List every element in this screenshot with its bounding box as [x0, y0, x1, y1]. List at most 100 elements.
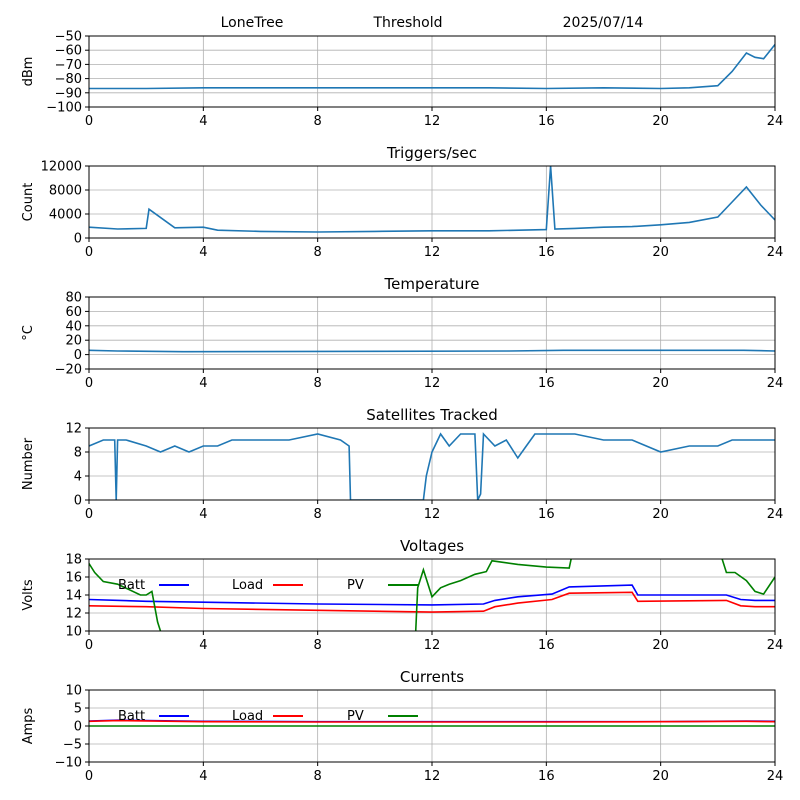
- y-tick-label: 4000: [49, 208, 82, 223]
- series-line-0: [89, 43, 775, 90]
- y-tick-label: 8000: [49, 184, 82, 199]
- x-tick-label: 16: [538, 114, 555, 129]
- panel-satellites: 0 4 8 12 16 20 24 0 4 8 12 Satellites Tracked Number: [21, 406, 783, 522]
- series-line-load: [89, 591, 775, 613]
- y-tick-label: 4: [74, 470, 82, 485]
- x-tick-label: 4: [199, 114, 207, 129]
- y-tick-label: 10: [65, 625, 82, 640]
- chart-title: Currents: [400, 668, 464, 686]
- x-tick-label: 12: [424, 507, 441, 522]
- x-tick-label: 8: [314, 769, 322, 784]
- x-tick-label: 4: [199, 507, 207, 522]
- x-tick-label: 20: [652, 769, 669, 784]
- x-tick-label: 24: [767, 376, 784, 391]
- y-tick-label: −90: [55, 86, 82, 101]
- y-tick-label: 20: [65, 334, 82, 349]
- x-tick-label: 20: [652, 376, 669, 391]
- x-tick-label: 16: [538, 376, 555, 391]
- y-axis-label: Volts: [21, 579, 36, 611]
- y-tick-label: 0: [74, 232, 82, 247]
- series-line-0: [89, 166, 775, 233]
- y-tick-label: 12000: [41, 160, 82, 175]
- chart-title: Triggers/sec: [386, 144, 477, 162]
- x-tick-label: 20: [652, 507, 669, 522]
- panel-currents: 0 4 8 12 16 20 24 −10 −5 0 5 10 Currents Amps Batt Load…: [21, 668, 783, 784]
- y-tick-label: 18: [65, 553, 82, 568]
- series-line-0: [89, 349, 775, 353]
- x-tick-label: 16: [538, 507, 555, 522]
- y-tick-label: 0: [74, 494, 82, 509]
- series-line-pv: [89, 559, 775, 631]
- legend-label-pv: PV: [347, 578, 364, 593]
- header-date: 2025/07/14: [563, 15, 644, 31]
- header-station: LoneTree: [221, 15, 284, 31]
- y-tick-label: 60: [65, 305, 82, 320]
- y-tick-label: 0: [74, 348, 82, 363]
- x-tick-label: 0: [85, 114, 93, 129]
- legend-label-pv: PV: [347, 709, 364, 724]
- y-tick-label: −5: [63, 738, 82, 753]
- y-axis-label: dBm: [21, 57, 36, 87]
- x-tick-label: 20: [652, 114, 669, 129]
- y-tick-label: 16: [65, 571, 82, 586]
- y-tick-label: −10: [55, 756, 82, 771]
- y-axis-label: Amps: [21, 707, 36, 744]
- y-tick-label: −60: [55, 44, 82, 59]
- x-tick-label: 12: [424, 376, 441, 391]
- y-tick-label: −80: [55, 72, 82, 87]
- x-tick-label: 4: [199, 638, 207, 653]
- y-tick-label: −20: [55, 363, 82, 378]
- x-tick-label: 0: [85, 507, 93, 522]
- legend-label-load: Load: [232, 709, 263, 724]
- x-tick-label: 24: [767, 769, 784, 784]
- x-tick-label: 0: [85, 245, 93, 260]
- x-tick-label: 0: [85, 769, 93, 784]
- y-tick-label: 12: [65, 422, 82, 437]
- y-tick-label: 5: [74, 702, 82, 717]
- panel-voltages: 0 4 8 12 16 20 24 10 12 14 16 18 Voltages Volts Batt Lo…: [21, 537, 783, 653]
- header-mode: Threshold: [373, 15, 443, 31]
- chart-title: Temperature: [383, 275, 479, 293]
- x-tick-label: 4: [199, 245, 207, 260]
- x-tick-label: 0: [85, 376, 93, 391]
- y-tick-label: 8: [74, 446, 82, 461]
- chart-title: Satellites Tracked: [366, 406, 497, 424]
- x-tick-label: 8: [314, 507, 322, 522]
- panel-triggers: 0 4 8 12 16 20 24 0 4000 8000 12000 Triggers/sec Cou…: [21, 144, 783, 260]
- y-tick-label: −100: [46, 101, 82, 116]
- x-tick-label: 12: [424, 245, 441, 260]
- legend-label-load: Load: [232, 578, 263, 593]
- x-tick-label: 12: [424, 769, 441, 784]
- y-axis-label: Count: [21, 183, 36, 222]
- y-tick-label: 12: [65, 607, 82, 622]
- x-tick-label: 8: [314, 638, 322, 653]
- series-line-batt: [89, 584, 775, 606]
- y-tick-label: −70: [55, 58, 82, 73]
- x-tick-label: 24: [767, 638, 784, 653]
- x-tick-label: 0: [85, 638, 93, 653]
- x-tick-label: 16: [538, 769, 555, 784]
- y-tick-label: −50: [55, 30, 82, 45]
- y-tick-label: 80: [65, 291, 82, 306]
- x-tick-label: 8: [314, 245, 322, 260]
- series-line-0: [89, 432, 775, 500]
- x-tick-label: 16: [538, 638, 555, 653]
- x-tick-label: 24: [767, 245, 784, 260]
- legend-label-batt: Batt: [118, 578, 145, 593]
- x-tick-label: 8: [314, 376, 322, 391]
- x-tick-label: 8: [314, 114, 322, 129]
- x-tick-label: 16: [538, 245, 555, 260]
- x-tick-label: 24: [767, 114, 784, 129]
- x-tick-label: 4: [199, 769, 207, 784]
- y-axis-label: Number: [21, 437, 36, 490]
- y-axis-label: °C: [21, 325, 36, 341]
- x-tick-label: 12: [424, 638, 441, 653]
- y-tick-label: 14: [65, 589, 82, 604]
- y-tick-label: 0: [74, 720, 82, 735]
- series-line-load: [89, 719, 775, 723]
- panel-threshold: 0 4 8 12 16 20 24 −100−90−80−70−60−50 dBm: [21, 30, 783, 130]
- x-tick-label: 20: [652, 638, 669, 653]
- y-tick-label: 10: [65, 684, 82, 699]
